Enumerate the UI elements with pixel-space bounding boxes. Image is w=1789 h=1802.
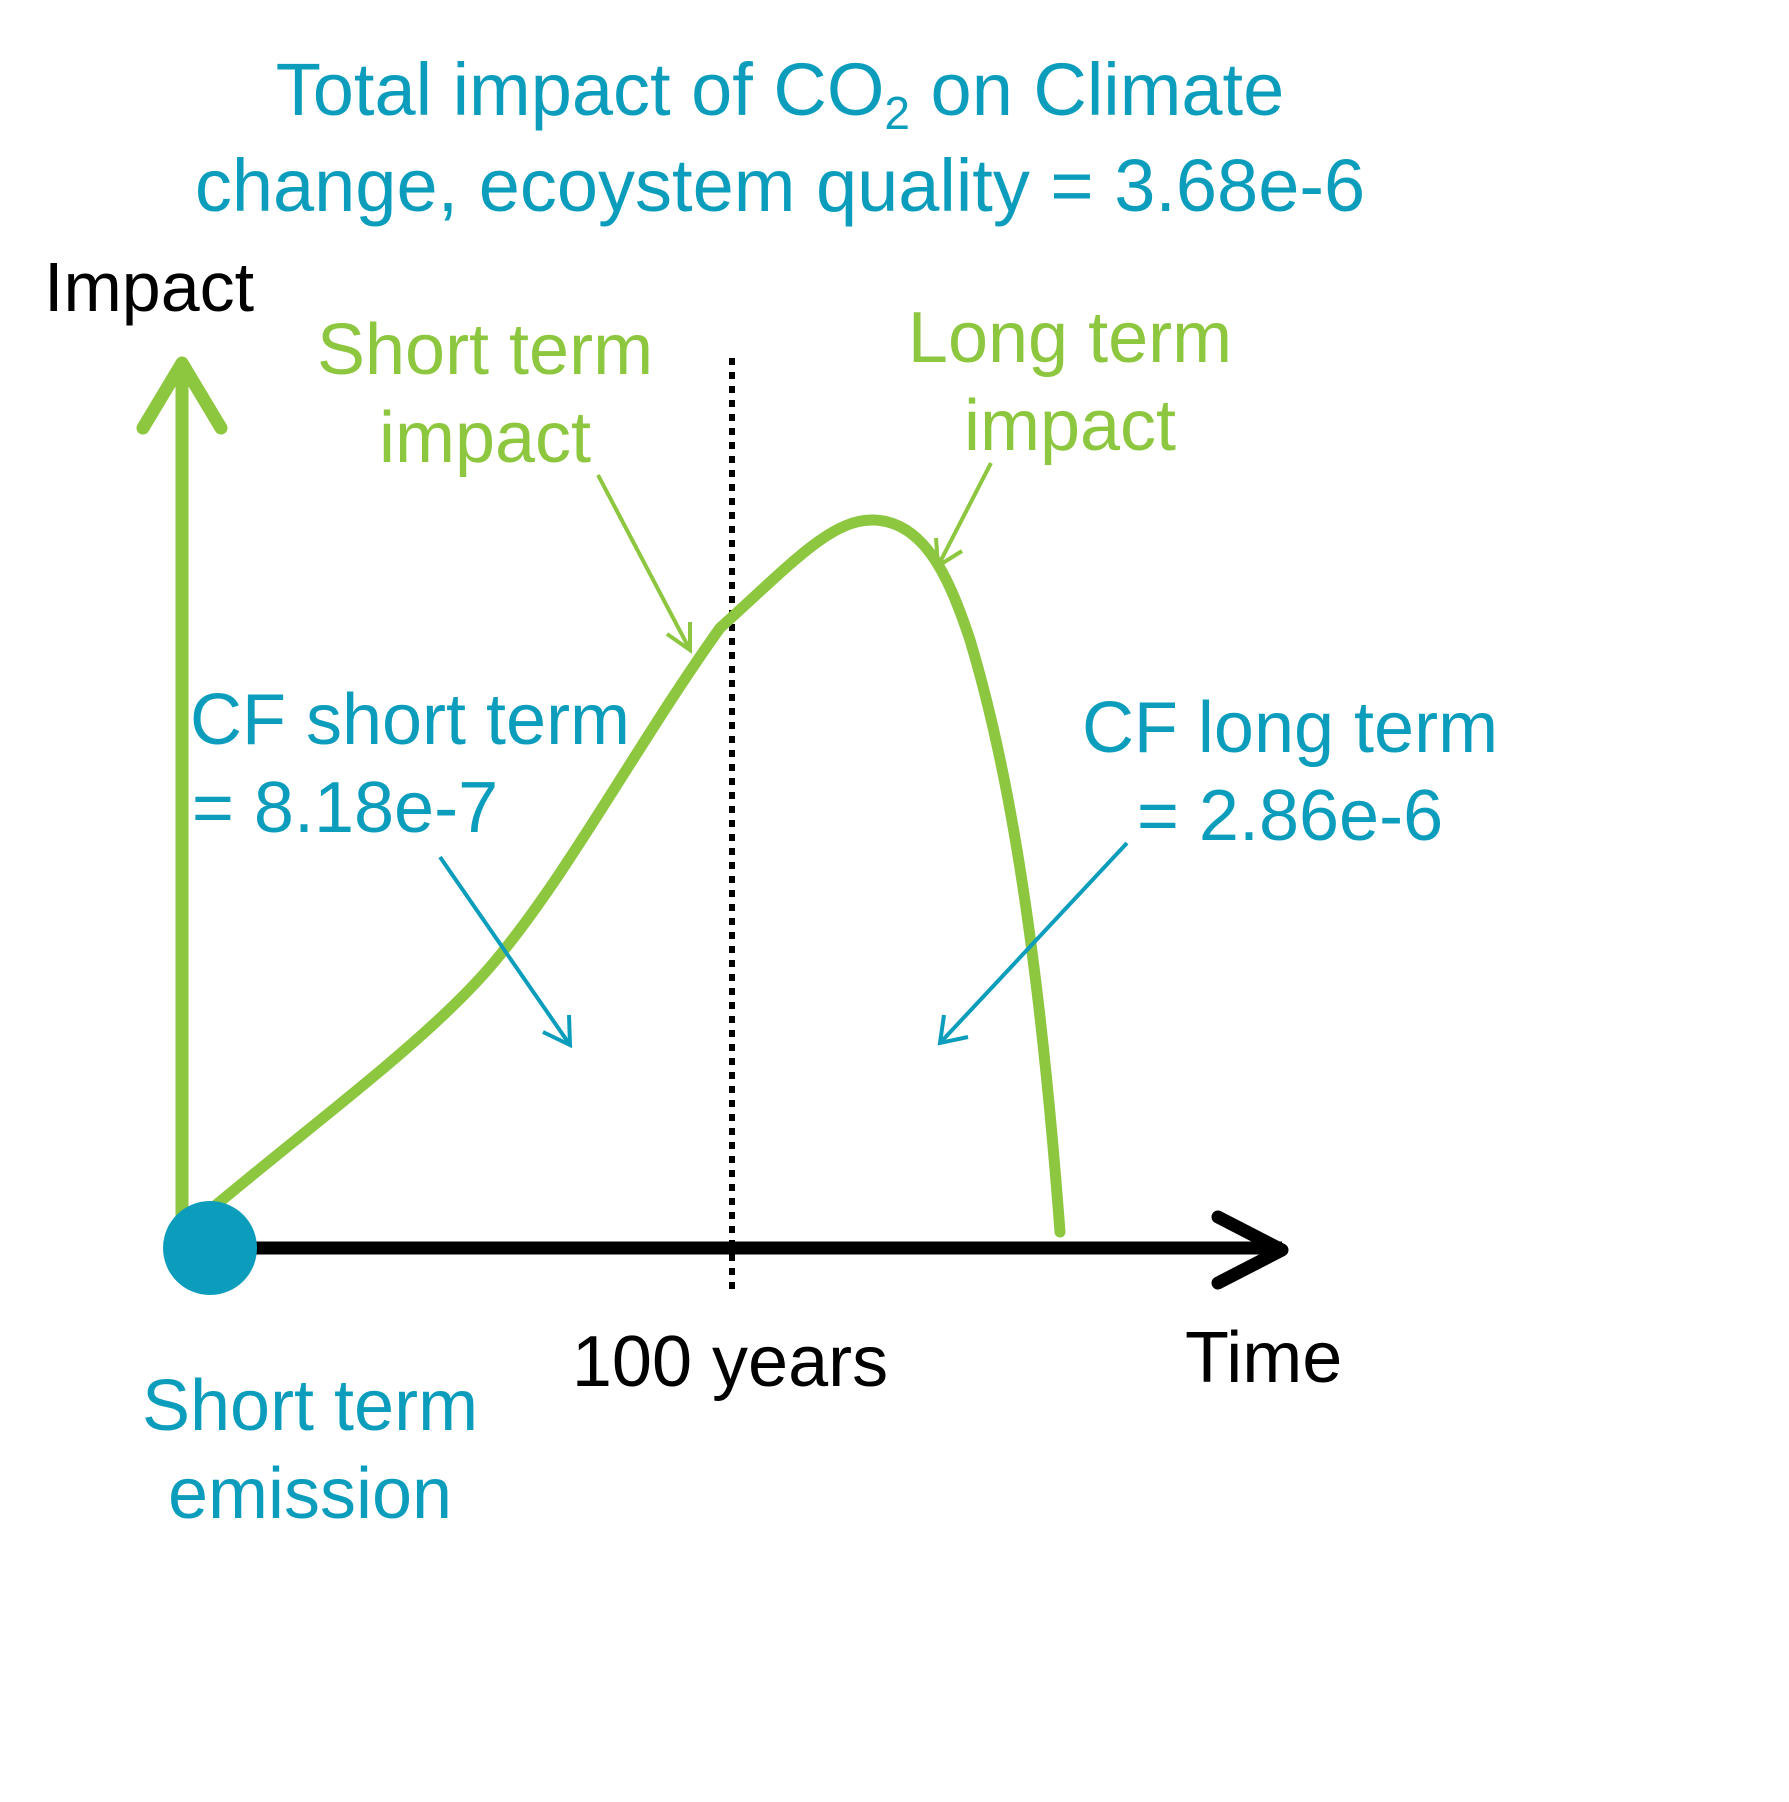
y-axis-label: Impact	[44, 248, 255, 326]
title-line-2: change, ecoystem quality = 3.68e-6	[194, 144, 1366, 227]
impact-curve	[204, 514, 1066, 1238]
title-text-part: on Climate	[910, 48, 1285, 131]
diagram-title: Total impact of CO2 on Climate change, e…	[0, 42, 1560, 234]
short-term-impact-line-1: Short term	[316, 310, 654, 390]
long-term-impact-pointer-head	[934, 537, 964, 570]
origin-point	[163, 1201, 257, 1295]
short-term-impact-label: Short term impact	[300, 306, 670, 482]
title-subscript: 2	[884, 87, 910, 139]
cf-long-term-line-1: CF long term	[1081, 688, 1499, 768]
title-line-1: Total impact of CO2 on Climate	[0, 42, 1560, 138]
cf-short-term-line-1: CF short term	[189, 680, 631, 760]
cf-short-term-line-2: = 8.18e-7	[191, 768, 499, 848]
cf-short-term-pointer	[438, 855, 572, 1047]
long-term-impact-label: Long term impact	[880, 294, 1260, 470]
cf-long-term-line-2: = 2.86e-6	[1136, 776, 1444, 856]
long-term-impact-line-2: impact	[963, 386, 1177, 466]
cf-short-term-label: CF short term = 8.18e-7	[180, 676, 640, 852]
cf-long-term-label: CF long term = 2.86e-6	[1070, 684, 1510, 860]
origin-label-line-1: Short term	[141, 1366, 479, 1446]
divider-label: 100 years	[571, 1322, 889, 1402]
title-text-part: Total impact of CO	[275, 48, 885, 131]
x-axis-label: Time	[1185, 1318, 1343, 1398]
y-axis-arrowhead	[136, 356, 228, 435]
cf-long-term-pointer	[938, 841, 1129, 1045]
long-term-impact-pointer	[936, 462, 993, 567]
origin-label: Short term emission	[130, 1362, 490, 1538]
short-term-impact-pointer-head	[665, 622, 692, 654]
long-term-impact-line-1: Long term	[907, 298, 1233, 378]
cf-short-term-pointer-head	[542, 1014, 573, 1049]
short-term-impact-pointer	[596, 474, 692, 651]
short-term-impact-line-2: impact	[378, 398, 592, 478]
origin-label-line-2: emission	[167, 1454, 453, 1534]
x-axis-arrowhead	[1211, 1210, 1289, 1290]
cf-long-term-pointer-head	[937, 1014, 969, 1046]
